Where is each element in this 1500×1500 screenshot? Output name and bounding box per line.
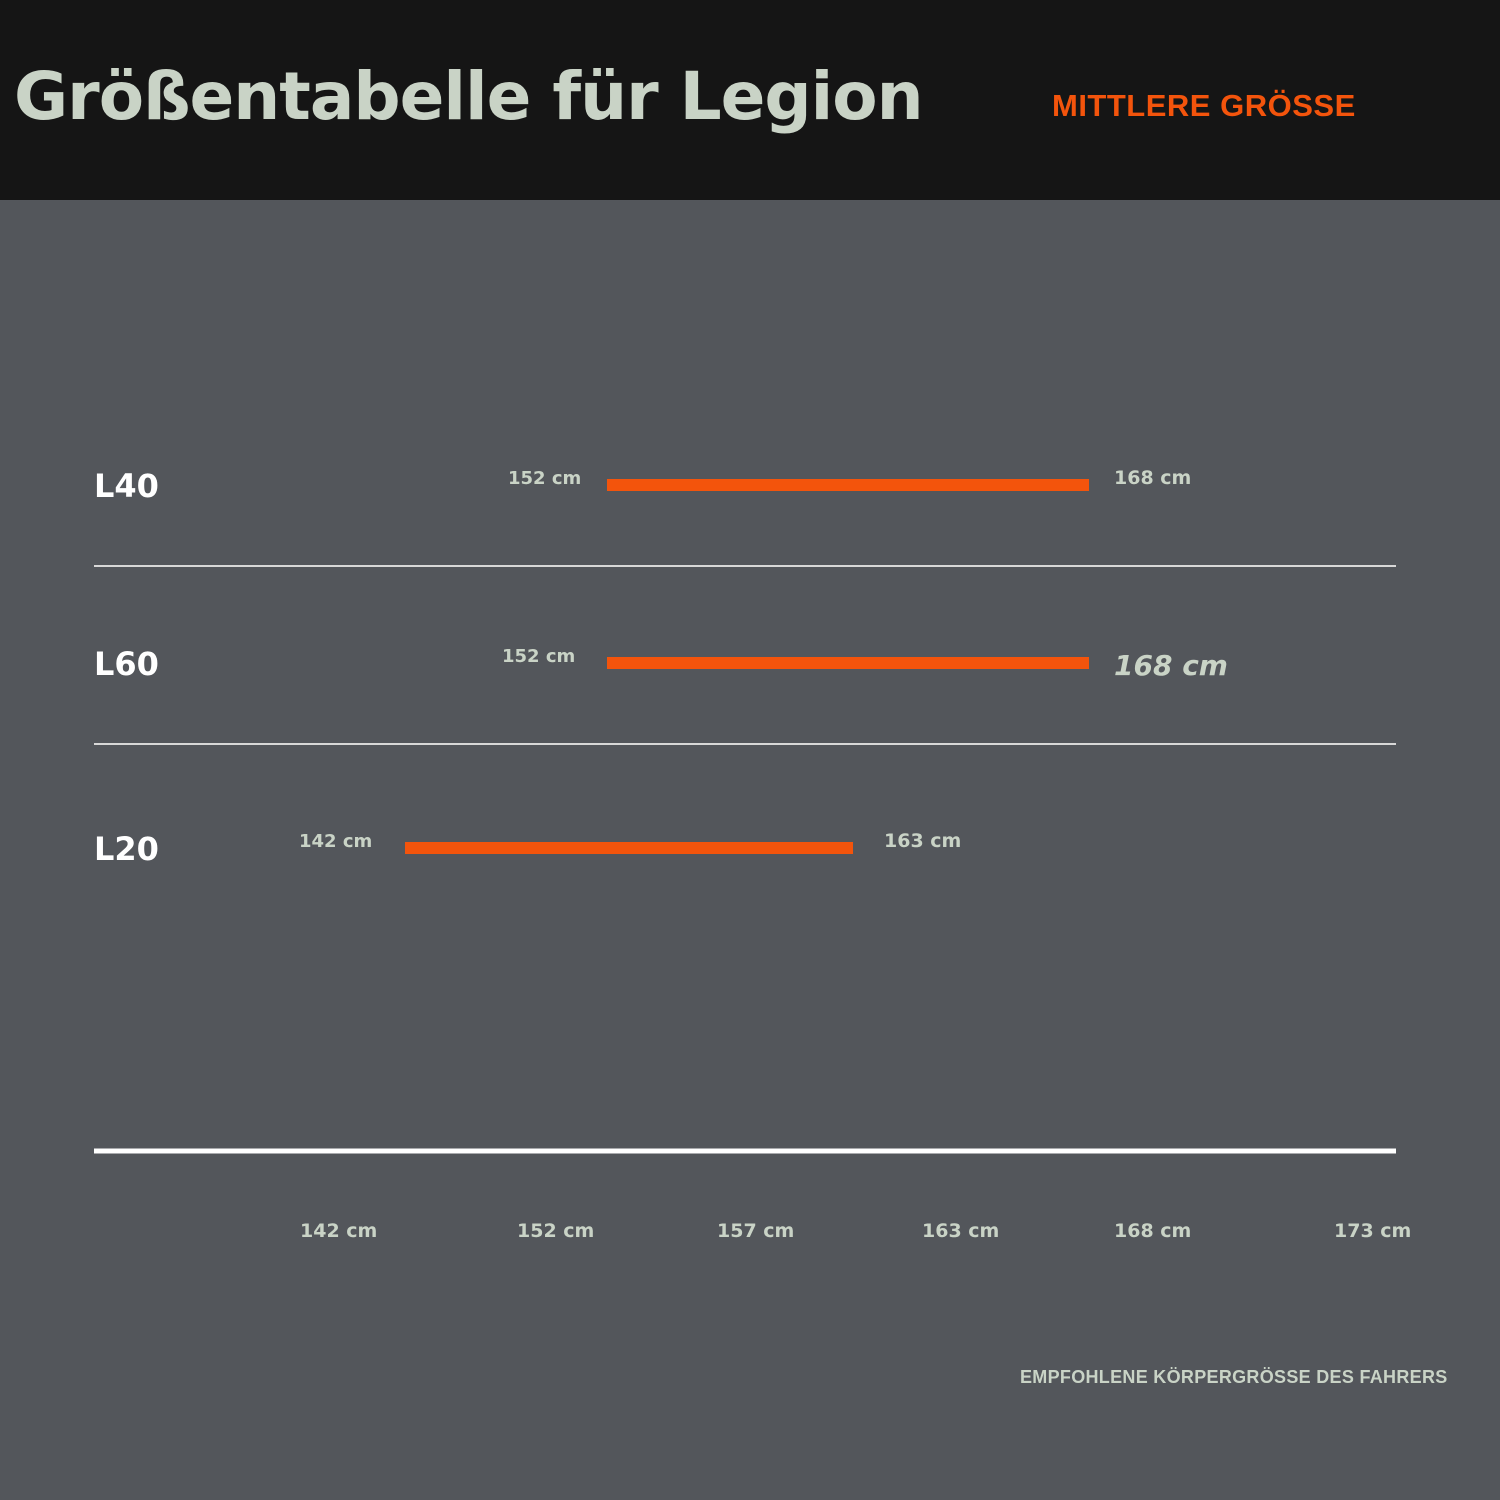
chart-row-l40: L40 152 cm 168 cm [94,467,1191,505]
chart-row-l60: L60 152 cm 168 cm [94,645,1228,683]
model-label: L40 [94,467,159,505]
x-tick-label: 152 cm [517,1220,594,1242]
range-end-label: 168 cm [1114,467,1191,489]
header-bar: Größentabelle für Legion MITTLERE GRÖSSE [0,0,1500,200]
x-tick-label: 168 cm [1114,1220,1191,1242]
x-tick-label: 157 cm [717,1220,794,1242]
model-label: L20 [94,830,159,868]
chart-rows: L40 152 cm 168 cm L60 152 cm 168 cm L20 142 cm 1… [94,467,1396,868]
range-bar [607,479,1089,491]
range-end-label: 168 cm [1114,649,1228,682]
page-title: Größentabelle für Legion [14,58,924,135]
range-start-label: 142 cm [299,831,372,852]
chart-row-l20: L20 142 cm 163 cm [94,830,961,868]
x-tick-label: 173 cm [1334,1220,1411,1242]
range-start-label: 152 cm [502,646,575,667]
range-bar [405,842,853,854]
range-end-label: 163 cm [884,830,961,852]
x-axis-title: EMPFOHLENE KÖRPERGRÖSSE DES FAHRERS [1020,1367,1448,1387]
model-label: L60 [94,645,159,683]
size-category-label: MITTLERE GRÖSSE [1052,88,1356,123]
x-tick-label: 142 cm [300,1220,377,1242]
range-start-label: 152 cm [508,468,581,489]
x-axis: 142 cm 152 cm 157 cm 163 cm 168 cm 173 cm [94,1148,1411,1242]
range-bar [607,657,1089,669]
x-tick-label: 163 cm [922,1220,999,1242]
